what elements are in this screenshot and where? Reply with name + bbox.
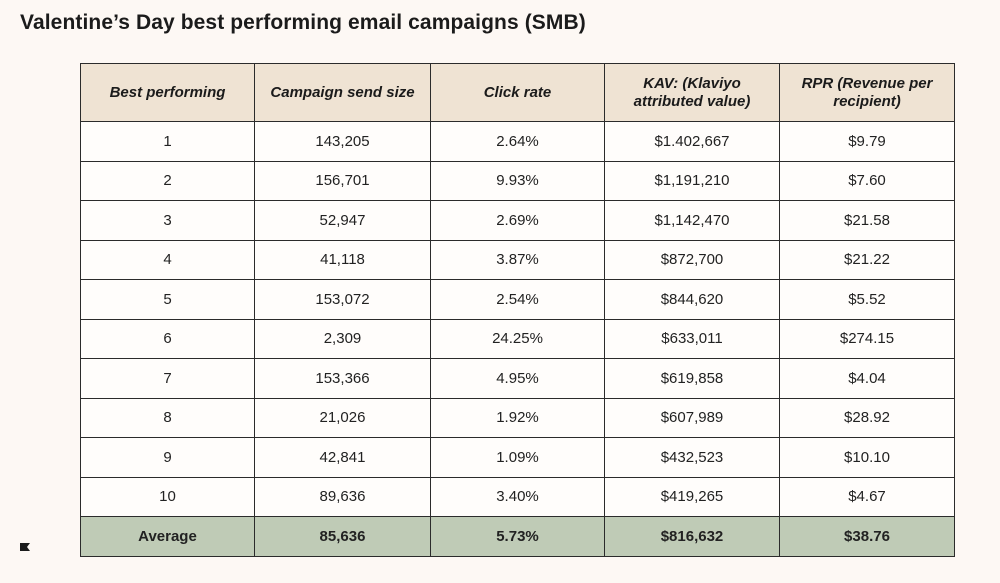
header-rpr: RPR (Revenue per recipient) (779, 63, 955, 122)
average-send-size: 85,636 (254, 516, 431, 557)
send-size-cell: 156,701 (254, 160, 431, 201)
rpr-cell: $21.58 (779, 200, 955, 241)
click-rate-cell: 4.95% (430, 358, 605, 399)
send-size-cell: 89,636 (254, 476, 431, 517)
rpr-cell: $274.15 (779, 318, 955, 359)
header-kav: KAV: (Klaviyo attributed value) (604, 63, 780, 122)
click-rate-cell: 3.87% (430, 239, 605, 280)
send-size-cell: 143,205 (254, 121, 431, 162)
rank-cell: 6 (80, 318, 255, 359)
rpr-cell: $4.04 (779, 358, 955, 399)
page-title: Valentine’s Day best performing email ca… (20, 11, 586, 34)
rank-cell: 3 (80, 200, 255, 241)
click-rate-cell: 1.09% (430, 437, 605, 478)
send-size-cell: 52,947 (254, 200, 431, 241)
click-rate-cell: 2.69% (430, 200, 605, 241)
header-best-performing: Best performing (80, 63, 255, 122)
campaign-table: Best performing Campaign send size Click… (80, 63, 955, 557)
rpr-cell: $4.67 (779, 476, 955, 517)
table-row: 4 41,118 3.87% $872,700 $21.22 (80, 239, 955, 280)
table-row: 1 143,205 2.64% $1.402,667 $9.79 (80, 121, 955, 162)
rank-cell: 10 (80, 476, 255, 517)
send-size-cell: 2,309 (254, 318, 431, 359)
rpr-cell: $10.10 (779, 437, 955, 478)
table-row: 8 21,026 1.92% $607,989 $28.92 (80, 397, 955, 438)
send-size-cell: 21,026 (254, 397, 431, 438)
table-row: 5 153,072 2.54% $844,620 $5.52 (80, 279, 955, 320)
click-rate-cell: 2.54% (430, 279, 605, 320)
table-row: 9 42,841 1.09% $432,523 $10.10 (80, 437, 955, 478)
click-rate-cell: 9.93% (430, 160, 605, 201)
average-kav: $816,632 (604, 516, 780, 557)
rank-cell: 8 (80, 397, 255, 438)
kav-cell: $1,142,470 (604, 200, 780, 241)
rank-cell: 7 (80, 358, 255, 399)
kav-cell: $607,989 (604, 397, 780, 438)
rpr-cell: $7.60 (779, 160, 955, 201)
send-size-cell: 153,072 (254, 279, 431, 320)
kav-cell: $844,620 (604, 279, 780, 320)
kav-cell: $1.402,667 (604, 121, 780, 162)
rpr-cell: $21.22 (779, 239, 955, 280)
table-row: 10 89,636 3.40% $419,265 $4.67 (80, 476, 955, 517)
flag-icon (20, 543, 30, 551)
average-label: Average (80, 516, 255, 557)
click-rate-cell: 24.25% (430, 318, 605, 359)
rank-cell: 1 (80, 121, 255, 162)
kav-cell: $432,523 (604, 437, 780, 478)
rank-cell: 2 (80, 160, 255, 201)
rpr-cell: $9.79 (779, 121, 955, 162)
header-campaign-send-size: Campaign send size (254, 63, 431, 122)
header-click-rate: Click rate (430, 63, 605, 122)
send-size-cell: 153,366 (254, 358, 431, 399)
rpr-cell: $5.52 (779, 279, 955, 320)
kav-cell: $1,191,210 (604, 160, 780, 201)
rpr-cell: $28.92 (779, 397, 955, 438)
rank-cell: 9 (80, 437, 255, 478)
rank-cell: 4 (80, 239, 255, 280)
send-size-cell: 41,118 (254, 239, 431, 280)
average-row: Average 85,636 5.73% $816,632 $38.76 (80, 516, 955, 557)
table-row: 2 156,701 9.93% $1,191,210 $7.60 (80, 160, 955, 201)
click-rate-cell: 1.92% (430, 397, 605, 438)
click-rate-cell: 2.64% (430, 121, 605, 162)
table-row: 7 153,366 4.95% $619,858 $4.04 (80, 358, 955, 399)
rank-cell: 5 (80, 279, 255, 320)
average-rpr: $38.76 (779, 516, 955, 557)
kav-cell: $619,858 (604, 358, 780, 399)
click-rate-cell: 3.40% (430, 476, 605, 517)
kav-cell: $633,011 (604, 318, 780, 359)
kav-cell: $419,265 (604, 476, 780, 517)
average-click-rate: 5.73% (430, 516, 605, 557)
table-header-row: Best performing Campaign send size Click… (80, 63, 955, 122)
send-size-cell: 42,841 (254, 437, 431, 478)
table-row: 3 52,947 2.69% $1,142,470 $21.58 (80, 200, 955, 241)
kav-cell: $872,700 (604, 239, 780, 280)
table-row: 6 2,309 24.25% $633,011 $274.15 (80, 318, 955, 359)
